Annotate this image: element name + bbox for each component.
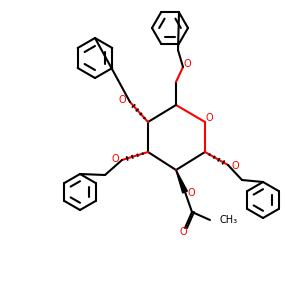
Polygon shape [176, 170, 187, 193]
Text: CH₃: CH₃ [220, 215, 238, 225]
Text: O: O [118, 95, 126, 105]
Text: O: O [184, 59, 192, 69]
Text: O: O [205, 113, 213, 123]
Text: O: O [111, 154, 119, 164]
Text: O: O [187, 188, 195, 198]
Text: O: O [231, 161, 238, 171]
Text: O: O [179, 227, 187, 237]
